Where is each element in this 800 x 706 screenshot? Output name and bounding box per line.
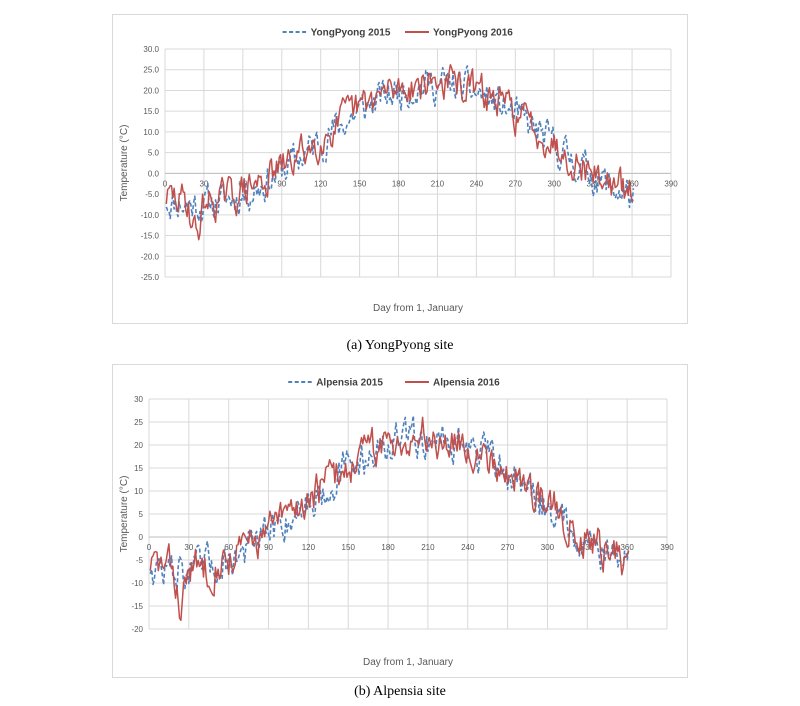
x-tick-label: 300 [541,543,555,552]
x-tick-label: 150 [353,179,367,188]
x-axis-title: Day from 1, January [373,303,463,314]
y-tick-label: -20.0 [141,252,160,261]
x-tick-label: 180 [392,179,406,188]
y-tick-label: 25 [134,418,143,427]
x-tick-label: 210 [421,543,435,552]
y-tick-label: 0.0 [148,169,160,178]
x-tick-label: 60 [224,543,233,552]
y-tick-label: 15 [134,464,143,473]
y-tick-label: -5 [136,556,144,565]
x-tick-label: 270 [509,179,523,188]
x-tick-label: 90 [277,179,286,188]
series-line-2016 [149,416,630,622]
caption-yongpyong: (a) YongPyong site [346,338,454,353]
y-tick-label: -25.0 [141,273,160,282]
legend-label: YongPyong 2015 [311,28,391,39]
x-tick-label: 390 [664,179,678,188]
y-tick-label: 5 [139,510,144,519]
y-tick-label: 10 [134,487,143,496]
legend-label: Alpensia 2016 [433,378,500,389]
x-tick-label: 150 [342,543,356,552]
y-tick-label: 20 [134,441,143,450]
y-tick-label: 0 [139,533,144,542]
y-tick-label: -10.0 [141,211,160,220]
legend-label: Alpensia 2015 [316,378,383,389]
y-tick-label: 20.0 [143,86,159,95]
legend-label: YongPyong 2016 [433,28,513,39]
y-tick-label: 10.0 [143,128,159,137]
y-tick-label: 5.0 [148,149,160,158]
series-line-2015 [165,65,635,223]
chart-alpensia: -20 -15 -10 -5 0 5 10 15 20 25 30 0 30 60 90 120 150 180 2… [112,364,688,678]
y-tick-label: -15.0 [141,232,160,241]
x-tick-label: 90 [264,543,273,552]
x-tick-label: 0 [147,543,152,552]
chart-yongpyong: -25.0 -20.0 -15.0 -10.0 -5.0 0.0 5.0 10.0 15.0 20… [112,14,688,324]
x-axis-title: Day from 1, January [363,657,453,668]
y-tick-label: -5.0 [145,190,159,199]
y-tick-label: 30 [134,395,143,404]
x-tick-label: 0 [163,179,168,188]
x-tick-label: 270 [501,543,515,552]
series-line-2016 [165,64,634,241]
caption-alpensia: (b) Alpensia site [354,684,446,699]
chart-yongpyong-svg: -25.0 -20.0 -15.0 -10.0 -5.0 0.0 5.0 10.0 15.0 20… [119,28,678,315]
y-axis-title: Temperature (°C) [119,476,130,553]
x-tick-label: 240 [470,179,484,188]
y-tick-label: -15 [131,602,143,611]
x-tick-label: 330 [586,179,600,188]
x-tick-label: 300 [548,179,562,188]
x-tick-label: 120 [302,543,316,552]
x-tick-label: 210 [431,179,445,188]
x-tick-label: 330 [581,543,595,552]
y-axis-title: Temperature (°C) [119,125,130,202]
y-tick-label: -10 [131,579,143,588]
x-tick-label: 390 [660,543,674,552]
y-tick-label: 15.0 [143,107,159,116]
y-tick-label: 30.0 [143,45,159,54]
x-tick-label: 30 [184,543,193,552]
x-tick-label: 120 [314,179,328,188]
x-tick-label: 360 [625,179,639,188]
x-tick-label: 30 [199,179,208,188]
x-tick-label: 360 [620,543,634,552]
x-tick-label: 180 [381,543,395,552]
y-tick-label: -20 [131,625,143,634]
x-tick-label: 240 [461,543,475,552]
y-tick-label: 25.0 [143,66,159,75]
